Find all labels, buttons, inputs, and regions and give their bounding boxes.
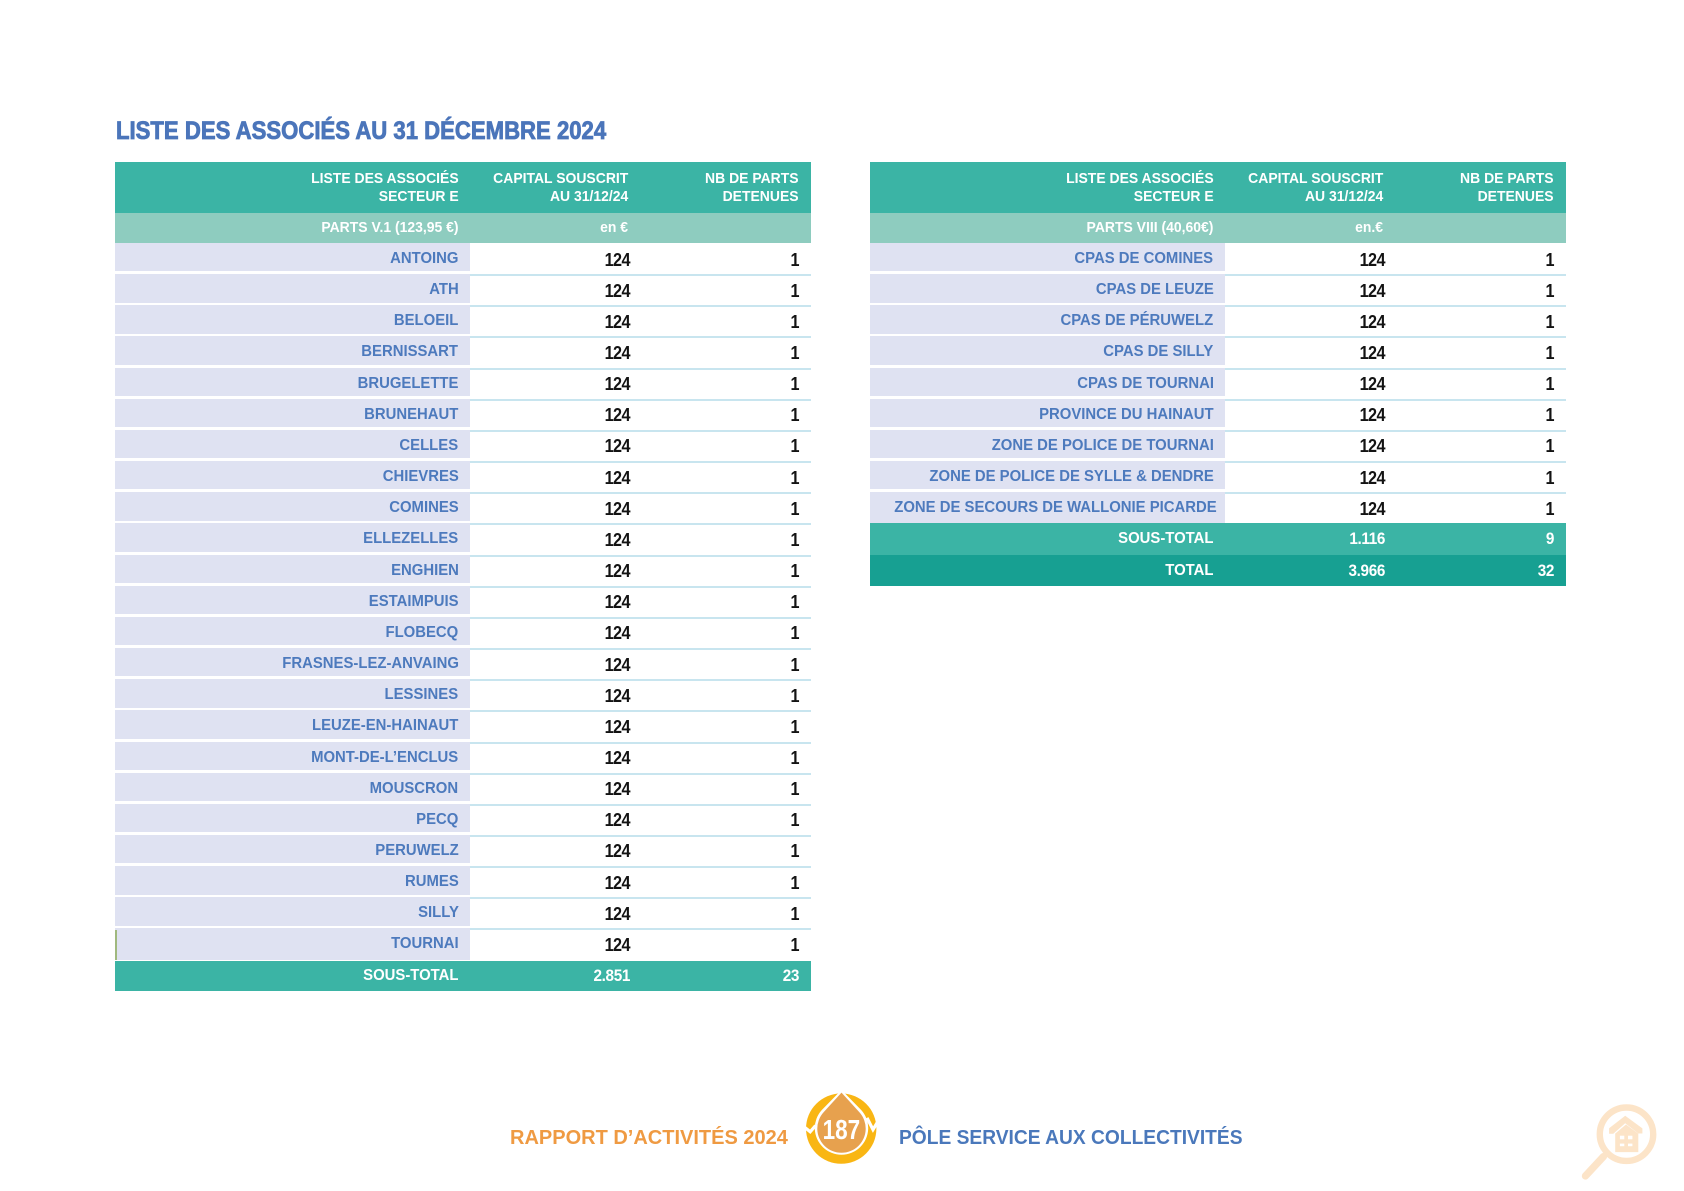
svg-text:187: 187 [823,1114,861,1145]
